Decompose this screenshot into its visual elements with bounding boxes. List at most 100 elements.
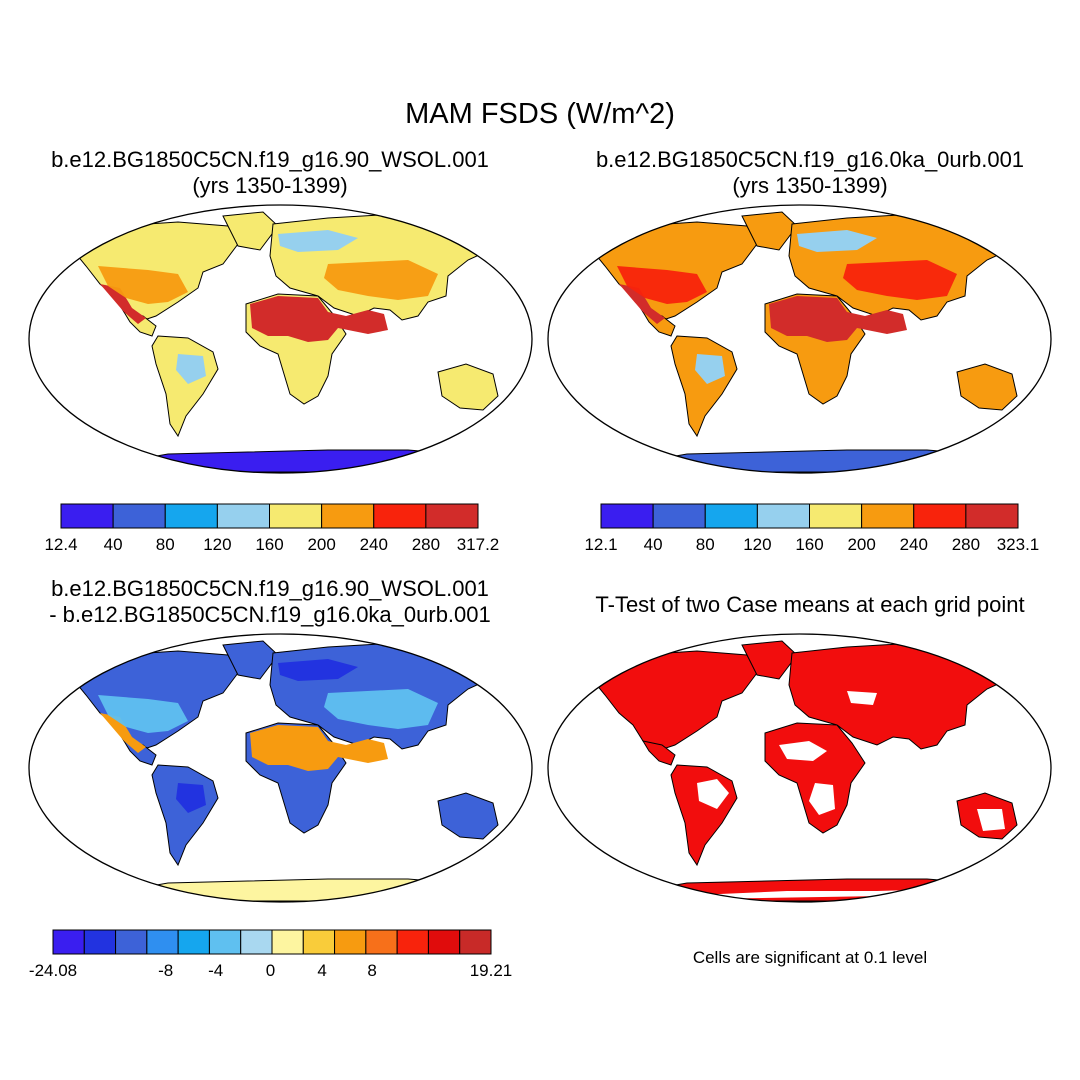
colorbar-swatch <box>652 503 706 529</box>
colorbar-swatch <box>112 503 166 529</box>
warm-zone-usa <box>98 695 188 733</box>
colorbar-label: 0 <box>266 961 275 980</box>
colorbar-label: 12.4 <box>44 535 77 554</box>
panel-4-title-line-1: T-Test of two Case means at each grid po… <box>595 592 1025 617</box>
colorbar-label: 40 <box>104 535 123 554</box>
colorbar-swatch <box>240 929 273 955</box>
colorbar-label: 40 <box>644 535 663 554</box>
panel-2-title: b.e12.BG1850C5CN.f19_g16.0ka_0urb.001 (y… <box>560 147 1060 199</box>
colorbar-label: 12.1 <box>584 535 617 554</box>
colorbar-swatch <box>321 503 375 529</box>
map-boundary <box>28 204 533 474</box>
panel-2-title-line-1: b.e12.BG1850C5CN.f19_g16.0ka_0urb.001 <box>595 147 1025 172</box>
panel-1-map <box>28 204 533 474</box>
colorbar-label: 4 <box>317 961 326 980</box>
colorbar-label: 160 <box>255 535 283 554</box>
colorbar-swatch <box>177 929 210 955</box>
colorbar-swatch <box>425 503 479 529</box>
panel-4-title: T-Test of two Case means at each grid po… <box>560 592 1060 618</box>
map-boundary <box>28 633 533 903</box>
colorbar-swatch <box>83 929 117 955</box>
hot-zone-sahara <box>250 296 388 342</box>
gap-australia <box>977 809 1005 831</box>
colorbar-label: 19.21 <box>470 961 513 980</box>
colorbar-label: 80 <box>696 535 715 554</box>
map-boundary <box>547 204 1052 474</box>
colorbar-swatch <box>271 929 304 955</box>
colorbar-label: 160 <box>795 535 823 554</box>
hot-zone-mexico <box>100 713 146 753</box>
panel-2-map <box>547 204 1052 474</box>
panel-4-map <box>547 633 1052 903</box>
colorbar-label: 323.1 <box>997 535 1040 554</box>
colorbar-swatch <box>208 929 242 955</box>
panel-1-colorbar: 12.4 40 80 120 160 200 240 280 317.2 <box>44 503 499 558</box>
warm-zone-asia <box>324 689 438 729</box>
panel-3-title: b.e12.BG1850C5CN.f19_g16.90_WSOL.001 - b… <box>20 576 520 628</box>
panel-3-title-line-1: b.e12.BG1850C5CN.f19_g16.90_WSOL.001 <box>51 576 489 601</box>
hot-zone-mexico <box>100 284 146 324</box>
warm-zone-asia <box>324 260 438 300</box>
colorbar-swatch <box>704 503 758 529</box>
cool-zone-amazon <box>176 783 206 813</box>
colorbar-swatch <box>861 503 915 529</box>
cool-zone-europe <box>797 230 877 252</box>
colorbar-swatch <box>396 929 429 955</box>
colorbar-swatch <box>965 503 1019 529</box>
colorbar-label: 280 <box>412 535 440 554</box>
colorbar-label: 120 <box>203 535 231 554</box>
colorbar-swatch <box>146 929 179 955</box>
gap-sahara <box>779 741 827 761</box>
panel-1-title-line-1: b.e12.BG1850C5CN.f19_g16.90_WSOL.001 <box>51 147 489 172</box>
panel-2-colorbar: 12.1 40 80 120 160 200 240 280 323.1 <box>584 503 1039 558</box>
cool-zone-amazon <box>695 354 725 384</box>
gap-amazon <box>697 779 729 809</box>
colorbar-swatch <box>365 929 398 955</box>
colorbar-label: 240 <box>900 535 928 554</box>
colorbar-label: 200 <box>847 535 875 554</box>
colorbar-swatch <box>756 503 810 529</box>
colorbar-label: 240 <box>360 535 388 554</box>
hot-zone-sahara <box>769 296 907 342</box>
panel-3-colorbar: -24.08 -8 -4 0 4 8 19.21 <box>29 929 512 984</box>
map-boundary <box>547 633 1052 903</box>
colorbar-swatch <box>115 929 148 955</box>
colorbar-label: 8 <box>367 961 376 980</box>
panel-1-title-line-2: (yrs 1350-1399) <box>192 173 348 198</box>
gap-africa <box>809 783 835 815</box>
landmass-greenland <box>741 211 798 251</box>
landmass-australia <box>437 363 499 411</box>
colorbar-label: 280 <box>952 535 980 554</box>
landmass-greenland <box>741 640 798 680</box>
significance-note: Cells are significant at 0.1 level <box>692 948 928 967</box>
colorbar-swatch <box>600 503 654 529</box>
hot-zone-sahara <box>250 725 388 771</box>
hot-zone-mexico <box>619 284 665 324</box>
colorbar-label: -8 <box>158 961 173 980</box>
colorbar-label: 120 <box>743 535 771 554</box>
landmass-australia <box>956 363 1018 411</box>
cool-zone-amazon <box>176 354 206 384</box>
gap-asia <box>847 691 877 705</box>
panel-3-title-line-2: - b.e12.BG1850C5CN.f19_g16.0ka_0urb.001 <box>49 602 491 627</box>
colorbar-swatch <box>60 503 114 529</box>
colorbar-swatch <box>216 503 270 529</box>
colorbar-swatch <box>373 503 427 529</box>
colorbar-swatch <box>334 929 367 955</box>
cool-zone-europe <box>278 659 358 681</box>
colorbar-swatch <box>459 929 492 955</box>
colorbar-label: -24.08 <box>29 961 77 980</box>
landmass-australia <box>437 792 499 840</box>
landmass-greenland <box>222 211 279 251</box>
panel-1-title: b.e12.BG1850C5CN.f19_g16.90_WSOL.001 (yr… <box>20 147 520 199</box>
warm-zone-usa <box>617 266 707 304</box>
colorbar-swatch <box>427 929 461 955</box>
colorbar-swatch <box>52 929 85 955</box>
colorbar-swatch <box>269 503 323 529</box>
panel-3-map <box>28 633 533 903</box>
main-title: MAM FSDS (W/m^2) <box>405 98 675 130</box>
colorbar-label: 317.2 <box>457 535 500 554</box>
colorbar-swatch <box>164 503 218 529</box>
colorbar-label: 80 <box>156 535 175 554</box>
colorbar-label: -4 <box>208 961 223 980</box>
